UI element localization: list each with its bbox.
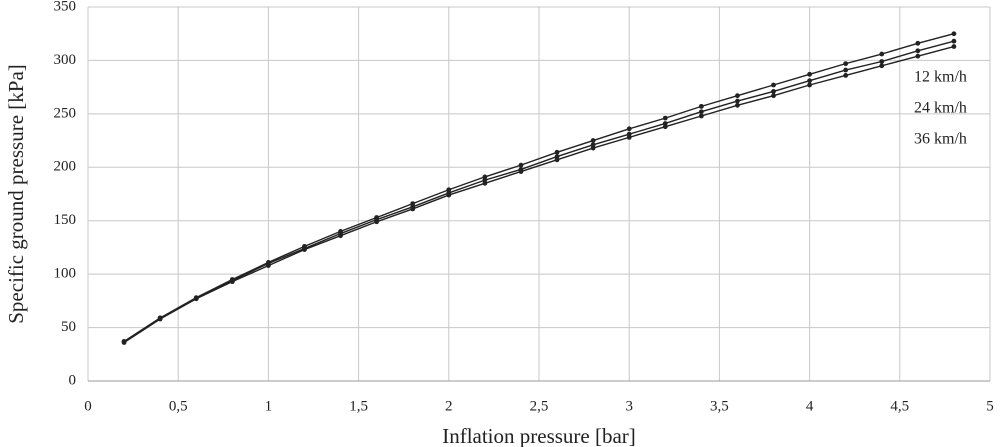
point: [662, 115, 668, 121]
series-line: [123, 45, 955, 344]
point: [771, 93, 776, 99]
point: [879, 63, 885, 69]
x-tick-label: 0: [84, 398, 92, 414]
y-tick-label: 200: [54, 159, 77, 175]
point: [590, 138, 596, 143]
y-axis-title: Specific ground pressure [kPa]: [4, 64, 28, 324]
point: [698, 109, 704, 115]
x-tick-label: 1: [265, 398, 273, 414]
x-tick-label: 3,5: [710, 398, 729, 414]
x-tick-label: 3: [625, 398, 633, 414]
point: [735, 102, 740, 108]
point: [879, 59, 885, 64]
x-tick-label: 4: [806, 398, 814, 414]
x-tick-label: 2: [445, 398, 453, 414]
point: [662, 124, 668, 130]
y-tick-label: 50: [61, 319, 76, 335]
point: [518, 169, 524, 174]
point: [626, 126, 632, 132]
y-tick-label: 100: [54, 266, 77, 282]
x-axis-title: Inflation pressure [bar]: [442, 424, 636, 447]
point: [698, 113, 704, 119]
x-tick-label: 1,5: [349, 398, 368, 414]
point: [951, 44, 957, 49]
point: [807, 78, 812, 84]
point: [374, 219, 380, 225]
y-tick-label: 150: [54, 212, 77, 228]
point: [771, 89, 776, 94]
point: [951, 31, 957, 37]
point: [771, 82, 776, 88]
point: [915, 40, 921, 46]
point: [626, 134, 632, 140]
point: [951, 38, 957, 44]
x-tick-label: 0,5: [169, 398, 188, 414]
x-tick-label: 2,5: [530, 398, 549, 414]
series-line: [123, 33, 955, 343]
point: [843, 61, 849, 67]
point: [554, 149, 560, 155]
point: [482, 180, 488, 186]
point: [735, 98, 740, 104]
point: [410, 206, 416, 212]
x-tick-label: 4,5: [890, 398, 909, 414]
point: [843, 72, 849, 78]
point: [193, 296, 199, 302]
point: [915, 48, 921, 54]
point: [843, 67, 849, 73]
legend-label: 24 km/h: [914, 100, 967, 117]
point: [302, 247, 307, 252]
point: [879, 51, 885, 57]
legend-label: 36 km/h: [914, 131, 967, 148]
point: [121, 340, 127, 345]
x-tick-label: 5: [986, 398, 994, 414]
point: [229, 279, 235, 285]
point: [157, 316, 163, 322]
point: [518, 162, 524, 168]
point: [554, 157, 560, 163]
y-tick-label: 300: [54, 52, 77, 68]
legend-label: 12 km/h: [914, 69, 967, 86]
point: [807, 82, 812, 88]
point: [446, 192, 452, 198]
point: [266, 263, 271, 268]
point: [590, 145, 596, 151]
point: [915, 53, 921, 59]
y-tick-label: 0: [69, 372, 77, 388]
series-line: [123, 40, 955, 343]
y-tick-label: 350: [54, 0, 77, 14]
point: [698, 103, 704, 109]
point: [338, 233, 343, 239]
point: [807, 71, 812, 77]
y-tick-label: 250: [54, 105, 77, 121]
point: [735, 93, 740, 99]
